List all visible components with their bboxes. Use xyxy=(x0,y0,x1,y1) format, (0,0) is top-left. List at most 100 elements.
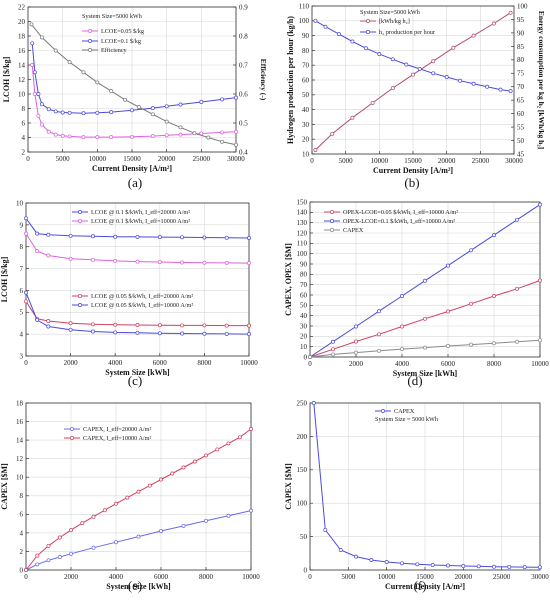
legend-marker xyxy=(70,436,74,440)
y-tick-label: 18 xyxy=(16,399,24,407)
data-point xyxy=(400,324,404,329)
data-point xyxy=(150,134,155,139)
data-point xyxy=(423,345,427,350)
legend-label: OPEX-LCOE=0.05 $/kWh, I_eff=10000 A/m² xyxy=(343,209,458,216)
data-point xyxy=(202,331,207,336)
data-point xyxy=(202,235,207,240)
y-axis-label: LCOH [$/kg] xyxy=(2,56,11,102)
data-point xyxy=(220,139,225,144)
y2-tick-label: 0.8 xyxy=(239,32,248,40)
y-tick-label: 22 xyxy=(18,3,26,11)
y-tick-label: 100 xyxy=(299,17,310,25)
y-tick-label: 50 xyxy=(302,91,310,99)
data-point xyxy=(515,286,519,291)
y-tick-label: 200 xyxy=(297,433,308,441)
data-point xyxy=(247,323,251,328)
series-line-0 xyxy=(313,402,541,568)
data-point xyxy=(125,495,130,500)
y2-tick-label: 95 xyxy=(517,16,525,24)
data-point xyxy=(313,18,318,23)
legend-label: LCOE=0.05 $/kg xyxy=(101,28,144,35)
y2-tick-label: 0.9 xyxy=(239,3,248,11)
panel-caption: (a) xyxy=(128,175,142,190)
data-point xyxy=(90,234,95,239)
data-point xyxy=(178,125,183,130)
y-tick-label: 7 xyxy=(20,265,24,273)
data-point xyxy=(90,322,95,327)
data-point xyxy=(150,112,155,117)
data-point xyxy=(323,527,328,532)
data-point xyxy=(331,347,335,352)
data-point xyxy=(181,523,186,528)
panel-caption: (d) xyxy=(407,373,422,388)
data-point xyxy=(135,234,140,239)
legend-marker xyxy=(78,294,82,298)
data-point xyxy=(476,564,481,569)
data-point xyxy=(538,565,542,570)
data-point xyxy=(206,135,211,140)
data-point xyxy=(180,323,185,328)
data-point xyxy=(515,217,519,222)
data-point xyxy=(30,41,35,46)
legend-label: CAPEX xyxy=(394,408,415,415)
data-point xyxy=(53,48,58,53)
data-point xyxy=(369,558,374,562)
data-point xyxy=(136,534,141,539)
data-point xyxy=(370,100,375,105)
x-axis-label: System Size [kWh] xyxy=(393,369,458,378)
x-tick-label: 10000 xyxy=(242,573,260,581)
y-tick-label: 30 xyxy=(300,322,308,330)
data-point xyxy=(202,260,207,265)
data-point xyxy=(338,548,343,552)
data-point xyxy=(515,339,519,344)
y-axis-label: CAPEX [$M] xyxy=(284,463,293,510)
y-tick-label: 8 xyxy=(20,243,24,251)
data-point xyxy=(237,435,242,440)
data-point xyxy=(180,235,185,240)
data-point xyxy=(81,111,86,116)
plot-frame xyxy=(25,202,250,357)
data-point xyxy=(354,324,358,329)
x-tick-label: 4000 xyxy=(395,360,410,368)
legend-label: Efficiency xyxy=(101,47,128,54)
legend-label: CAPEX, I_eff=10000 A/m² xyxy=(83,435,151,442)
data-point xyxy=(538,202,542,207)
y-tick-label: 90 xyxy=(300,260,308,268)
y-tick-label: 60 xyxy=(300,291,308,299)
y-tick-label: 70 xyxy=(302,62,310,70)
x-tick-label: 0 xyxy=(308,360,312,368)
x-tick-label: 2000 xyxy=(64,359,79,367)
series-line-2 xyxy=(31,24,237,146)
legend-marker xyxy=(366,30,370,34)
data-point xyxy=(68,256,73,261)
data-point xyxy=(538,278,542,283)
data-point xyxy=(36,113,41,118)
legend-marker xyxy=(381,409,385,413)
data-point xyxy=(130,134,134,139)
data-point xyxy=(39,35,44,40)
data-point xyxy=(469,301,473,306)
data-point xyxy=(202,323,207,328)
legend-label: LCOE @ 0.05 $/kWh, I_eff=20000 A/m² xyxy=(91,293,193,300)
y-tick-label: 6 xyxy=(20,511,24,519)
x-tick-label: 30000 xyxy=(227,155,245,163)
y-tick-label: 50 xyxy=(300,302,308,310)
x-tick-label: 2000 xyxy=(349,360,364,368)
data-point xyxy=(36,92,41,96)
data-point xyxy=(224,331,229,336)
data-point xyxy=(24,299,28,304)
y-tick-label: 10 xyxy=(302,150,310,158)
legend-marker xyxy=(88,39,92,43)
data-point xyxy=(311,401,316,405)
legend-marker xyxy=(78,210,82,214)
series-line-1 xyxy=(315,20,511,92)
data-point xyxy=(24,216,28,221)
data-point xyxy=(492,233,496,238)
data-point xyxy=(226,513,231,518)
x-tick-label: 20000 xyxy=(455,573,473,581)
data-point xyxy=(431,59,436,64)
x-tick-label: 5000 xyxy=(341,573,356,581)
y-tick-label: 6 xyxy=(20,287,24,295)
data-point xyxy=(469,248,473,253)
x-tick-label: 6000 xyxy=(153,359,168,367)
